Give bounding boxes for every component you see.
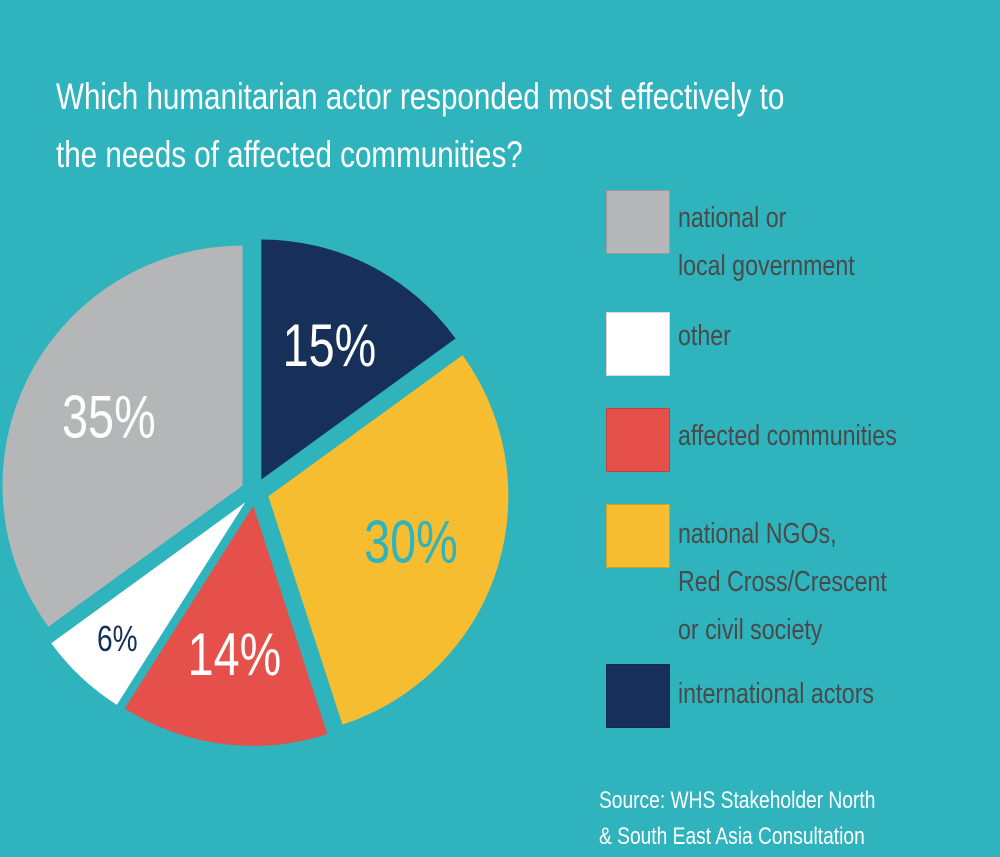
source-line-1: Source: WHS Stakeholder North: [599, 783, 875, 819]
legend-label-government: national or local government: [678, 194, 918, 290]
pie-label-0: 15%: [283, 312, 377, 379]
legend-label-ngos: national NGOs, Red Cross/Crescent or civ…: [678, 510, 918, 654]
pie-label-4: 35%: [62, 384, 156, 451]
legend-swatch-international: [606, 664, 670, 728]
legend-swatch-other: [606, 312, 670, 376]
legend-label-other: other: [678, 312, 918, 360]
chart-title: Which humanitarian actor responded most …: [56, 68, 680, 184]
chart-title-line-1: Which humanitarian actor responded most …: [56, 68, 680, 126]
source-note: Source: WHS Stakeholder North & South Ea…: [599, 783, 875, 855]
legend-label-communities: affected communities: [678, 412, 918, 460]
pie-label-2: 14%: [188, 621, 282, 688]
pie-label-3: 6%: [97, 619, 138, 659]
pie-chart: 15% 30% 14% 6% 35%: [0, 230, 600, 790]
legend-swatch-ngos: [606, 504, 670, 568]
source-line-2: & South East Asia Consultation: [599, 819, 875, 855]
pie-label-1: 30%: [364, 509, 458, 576]
legend-label-international: international actors: [678, 670, 918, 718]
chart-title-line-2: the needs of affected communities?: [56, 126, 680, 184]
legend-swatch-communities: [606, 408, 670, 472]
legend-swatch-government: [606, 190, 670, 254]
